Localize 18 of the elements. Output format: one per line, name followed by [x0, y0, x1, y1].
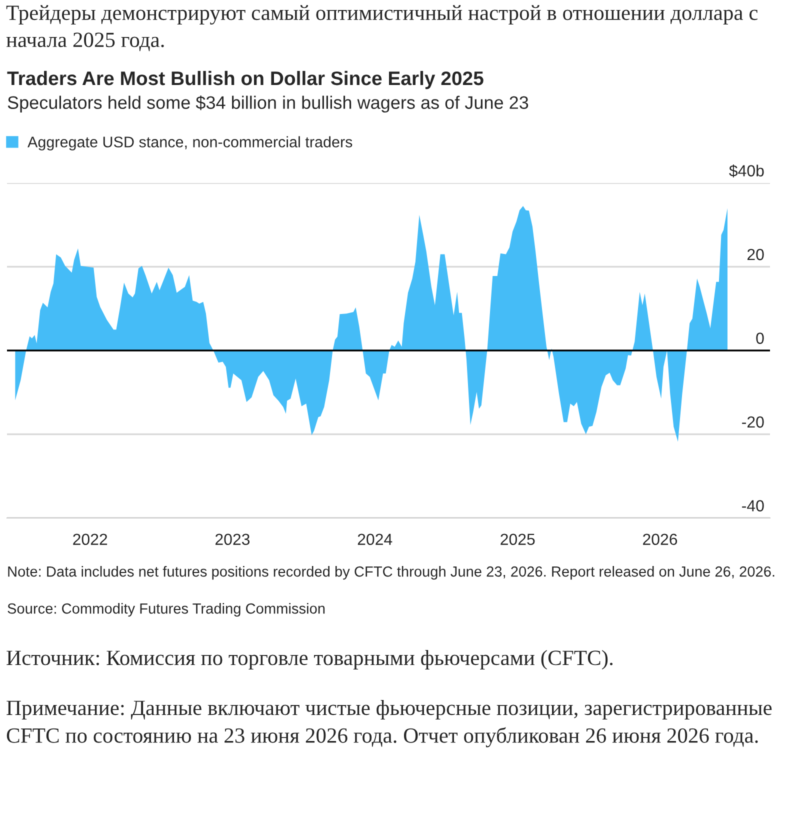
- y-tick-label: 0: [756, 332, 764, 344]
- x-tick-label: 2025: [500, 534, 535, 546]
- text: Источник: Комиссия по торговле товарными фьючерсами (CFTC).: [6, 650, 613, 670]
- x-tick-label: 2023: [216, 534, 250, 546]
- y-tick-label: $40b: [729, 164, 764, 178]
- text: Note: Data includes net futures positions recorded by CFTC through June 23, 2026. Report released on June 26, 2026.: [8, 566, 774, 580]
- x-tick-label: 2026: [643, 534, 678, 546]
- text: Примечание: Данные включают чистые фьючерсные позиции, зарегистрированные CFTC по состоянию на 23 июня 2026 года. Отчет опубликован 26 июня 2026 года.: [6, 700, 772, 748]
- x-tick-label: 2022: [73, 534, 108, 546]
- legend-label: Aggregate USD stance, non-commercial traders: [28, 136, 352, 150]
- y-tick-label: 20: [747, 248, 764, 260]
- chart-title: Traders Are Most Bullish on Dollar Since Early 2025: [7, 70, 484, 90]
- y-tick-label: -40: [742, 500, 764, 512]
- text: Трейдеры демонстрируют самый оптимистичный настрой в отношении доллара с начала 2025 года.: [6, 5, 758, 52]
- source-note: Source: Commodity Futures Trading Commission: [8, 603, 325, 617]
- chart-subtitle: Speculators held some $34 billion in bullish wagers as of June 23: [8, 95, 528, 113]
- y-tick-label: -20: [742, 416, 764, 428]
- x-tick-label: 2024: [358, 534, 392, 546]
